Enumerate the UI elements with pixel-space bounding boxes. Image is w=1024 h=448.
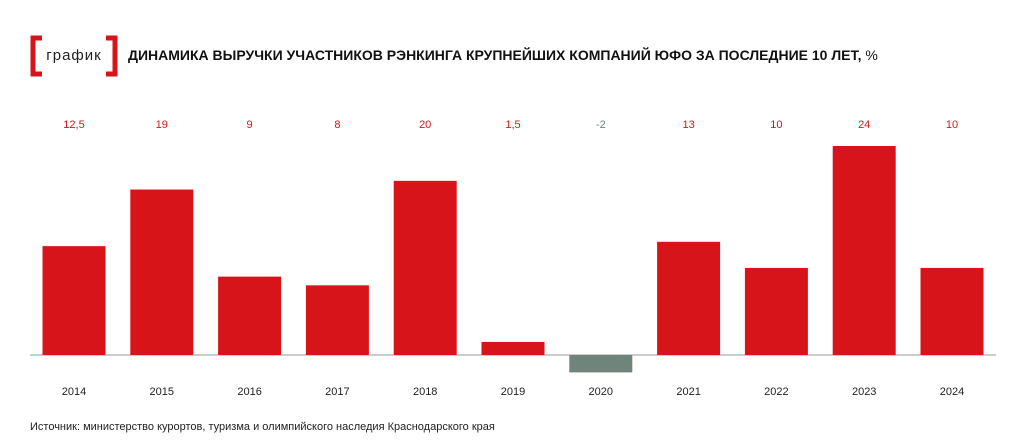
bar	[305, 285, 369, 355]
value-label: 10	[946, 119, 958, 131]
bar	[481, 341, 545, 355]
value-label: 24	[858, 119, 870, 131]
bar	[744, 267, 808, 355]
chart-title: ДИНАМИКА ВЫРУЧКИ УЧАСТНИКОВ РЭНКИНГА КРУ…	[128, 46, 878, 63]
x-tick-label: 2014	[62, 386, 86, 398]
value-label: 19	[156, 119, 168, 131]
value-label: 8	[334, 119, 340, 131]
bar	[569, 355, 633, 373]
bar	[218, 276, 282, 355]
x-tick-label: 2016	[237, 386, 261, 398]
bar	[42, 246, 106, 355]
x-tick-label: 2023	[852, 386, 876, 398]
value-label: -2	[596, 119, 606, 131]
title-unit: %	[865, 47, 877, 63]
bar	[832, 146, 896, 355]
bar	[920, 267, 984, 355]
bar	[393, 180, 457, 355]
value-label: 1,5	[505, 119, 520, 131]
value-label: 10	[770, 119, 782, 131]
x-tick-label: 2024	[940, 386, 964, 398]
logo-text: график	[46, 47, 101, 64]
x-tick-label: 2018	[413, 386, 437, 398]
x-tick-label: 2015	[150, 386, 174, 398]
source: Источник: министерство курортов, туризма…	[30, 421, 495, 433]
logo-bracket	[106, 35, 118, 77]
value-label: 12,5	[63, 119, 84, 131]
x-tick-label: 2021	[676, 386, 700, 398]
x-tick-label: 2019	[501, 386, 525, 398]
logo: график	[30, 35, 118, 77]
x-tick-label: 2017	[325, 386, 349, 398]
x-tick-label: 2022	[764, 386, 788, 398]
title-text: ДИНАМИКА ВЫРУЧКИ УЧАСТНИКОВ РЭНКИНГА КРУ…	[128, 46, 862, 63]
value-label: 9	[247, 119, 253, 131]
value-label: 13	[682, 119, 694, 131]
logo-bracket	[30, 35, 42, 77]
value-label: 20	[419, 119, 431, 131]
bar	[130, 189, 194, 355]
bar	[657, 241, 721, 355]
x-tick-label: 2020	[589, 386, 613, 398]
